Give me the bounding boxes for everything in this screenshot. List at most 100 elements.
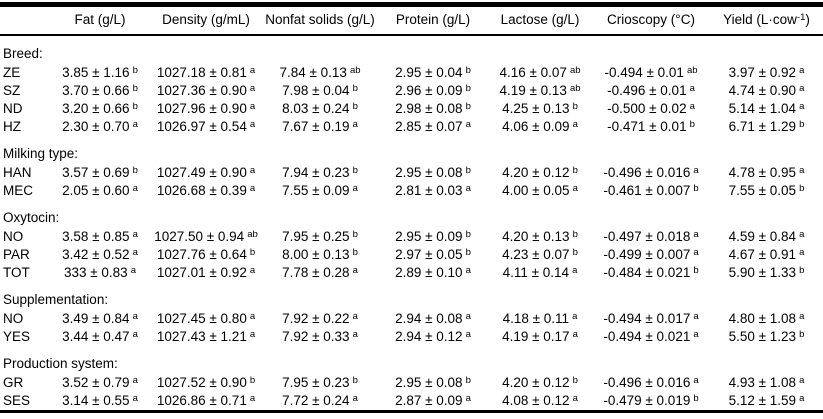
significance-superscript: b <box>352 164 358 176</box>
cell-value: 4.11 ± 0.14 <box>502 265 570 280</box>
table-cell: 3.44 ± 0.47 a <box>50 328 150 346</box>
significance-superscript: b <box>799 182 805 194</box>
significance-superscript: a <box>799 64 805 76</box>
cell-value: 5.14 ± 1.04 <box>728 101 797 116</box>
cell-value: -0.496 ± 0.016 <box>603 375 691 390</box>
cell-value: 333 ± 0.83 <box>63 265 128 280</box>
table-cell: 2.85 ± 0.07 a <box>378 118 488 136</box>
row-label: MEC <box>3 183 33 198</box>
cell-value: 2.95 ± 0.04 <box>395 65 463 80</box>
table-cell: 5.90 ± 1.33 b <box>710 264 823 282</box>
significance-superscript: b <box>465 82 471 94</box>
row-label: HZ <box>3 119 21 134</box>
cell-value: 2.95 ± 0.09 <box>395 229 463 244</box>
cell-value: 4.93 ± 1.08 <box>728 375 797 390</box>
cell-value: 3.14 ± 0.55 <box>62 393 130 408</box>
table-row: NO 3.49 ± 0.84 a 1027.45 ± 0.80 a 7.92 ± 0.22… <box>0 310 823 328</box>
cell-value: 1027.45 ± 0.80 <box>156 311 247 326</box>
table-cell: 2.98 ± 0.08 b <box>378 100 488 118</box>
cell-value: 3.52 ± 0.79 <box>62 375 130 390</box>
cell-value: 2.96 ± 0.09 <box>395 83 463 98</box>
cell-value: 7.84 ± 0.13 <box>279 65 347 80</box>
significance-superscript: a <box>799 82 805 94</box>
table-row: NO 3.58 ± 0.85 a 1027.50 ± 0.94 ab 7.95 ± 0.2… <box>0 228 823 246</box>
significance-superscript: b <box>799 264 805 276</box>
cell-value: 7.98 ± 0.04 <box>282 83 350 98</box>
significance-superscript: b <box>249 246 256 258</box>
cell-value: 1026.68 ± 0.39 <box>156 183 247 198</box>
significance-superscript: a <box>693 164 699 176</box>
row-label: NO <box>3 229 24 244</box>
row-label: TOT <box>3 265 30 280</box>
significance-superscript: a <box>572 310 578 322</box>
cell-value: 4.20 ± 0.13 <box>502 229 570 244</box>
significance-superscript: a <box>572 264 578 276</box>
significance-superscript: a <box>465 392 471 404</box>
column-header-yield: Yield (L·cow-1) <box>723 12 810 27</box>
significance-superscript: b <box>693 264 699 276</box>
significance-superscript: b <box>352 246 358 258</box>
significance-superscript: b <box>352 82 358 94</box>
table-cell: 4.23 ± 0.07 b <box>488 246 592 264</box>
table-cell: 2.94 ± 0.08 a <box>378 310 488 328</box>
table-cell: 2.96 ± 0.09 b <box>378 82 488 100</box>
significance-superscript: a <box>132 118 138 130</box>
cell-value: 2.95 ± 0.08 <box>395 165 463 180</box>
table-cell: -0.479 ± 0.019 b <box>592 392 710 412</box>
table-cell: -0.497 ± 0.018 a <box>592 228 710 246</box>
cell-value: 4.06 ± 0.09 <box>502 119 570 134</box>
table-cell: -0.471 ± 0.01 b <box>592 118 710 136</box>
cell-value: 4.16 ± 0.07 <box>499 65 567 80</box>
significance-superscript: a <box>693 328 699 340</box>
table-cell: 3.20 ± 0.66 b <box>50 100 150 118</box>
table-row: GR 3.52 ± 0.79 a 1027.52 ± 0.90 b 7.95 ± 0.23… <box>0 374 823 392</box>
significance-superscript: b <box>465 374 471 386</box>
cell-value: 1026.86 ± 0.71 <box>156 393 247 408</box>
significance-superscript: a <box>689 82 695 94</box>
table-cell: 4.20 ± 0.12 b <box>488 374 592 392</box>
header-row: Fat (g/L) Density (g/mL) Nonfat solids (g/… <box>0 5 823 35</box>
significance-superscript: a <box>572 182 578 194</box>
table-cell: 3.58 ± 0.85 a <box>50 228 150 246</box>
table-cell: 2.95 ± 0.08 b <box>378 374 488 392</box>
table-cell: 7.92 ± 0.33 a <box>262 328 378 346</box>
table-cell: 4.19 ± 0.13 ab <box>488 82 592 100</box>
table-cell: 5.50 ± 1.23 b <box>710 328 823 346</box>
cell-value: 3.70 ± 0.66 <box>62 83 130 98</box>
significance-superscript: a <box>132 228 138 240</box>
table-cell: 5.14 ± 1.04 a <box>710 100 823 118</box>
table-cell: -0.496 ± 0.016 a <box>592 374 710 392</box>
significance-superscript: a <box>799 246 805 258</box>
significance-superscript: a <box>352 182 358 194</box>
table-cell: 4.59 ± 0.84 a <box>710 228 823 246</box>
significance-superscript: ab <box>247 228 258 240</box>
cell-value: 1027.49 ± 0.90 <box>156 165 247 180</box>
significance-superscript: a <box>132 310 138 322</box>
cell-value: 1027.36 ± 0.90 <box>156 83 247 98</box>
cell-value: -0.479 ± 0.019 <box>603 393 691 408</box>
table-cell: 7.95 ± 0.25 b <box>262 228 378 246</box>
section-label: Supplementation: <box>3 292 109 307</box>
table-cell: 2.95 ± 0.08 b <box>378 164 488 182</box>
table-cell: 7.72 ± 0.24 a <box>262 392 378 412</box>
cell-value: 1027.52 ± 0.90 <box>156 375 247 390</box>
significance-superscript: a <box>249 164 256 176</box>
column-header-lactose: Lactose (g/L) <box>500 12 580 27</box>
table-cell: 2.89 ± 0.10 a <box>378 264 488 282</box>
row-label: SES <box>3 393 31 408</box>
cell-value: 5.90 ± 1.33 <box>728 265 797 280</box>
cell-value: 7.94 ± 0.23 <box>282 165 350 180</box>
table-cell: 1027.36 ± 0.90 a <box>150 82 262 100</box>
significance-superscript: a <box>572 392 578 404</box>
table-cell: -0.494 ± 0.01 ab <box>592 64 710 82</box>
significance-superscript: a <box>465 264 471 276</box>
cell-value: 7.92 ± 0.33 <box>282 329 350 344</box>
cell-value: -0.496 ± 0.01 <box>607 83 687 98</box>
cell-value: 7.55 ± 0.09 <box>282 183 350 198</box>
significance-superscript: b <box>799 328 805 340</box>
significance-superscript: a <box>130 264 136 276</box>
table-cell: 4.00 ± 0.05 a <box>488 182 592 200</box>
table-cell: -0.494 ± 0.021 a <box>592 328 710 346</box>
